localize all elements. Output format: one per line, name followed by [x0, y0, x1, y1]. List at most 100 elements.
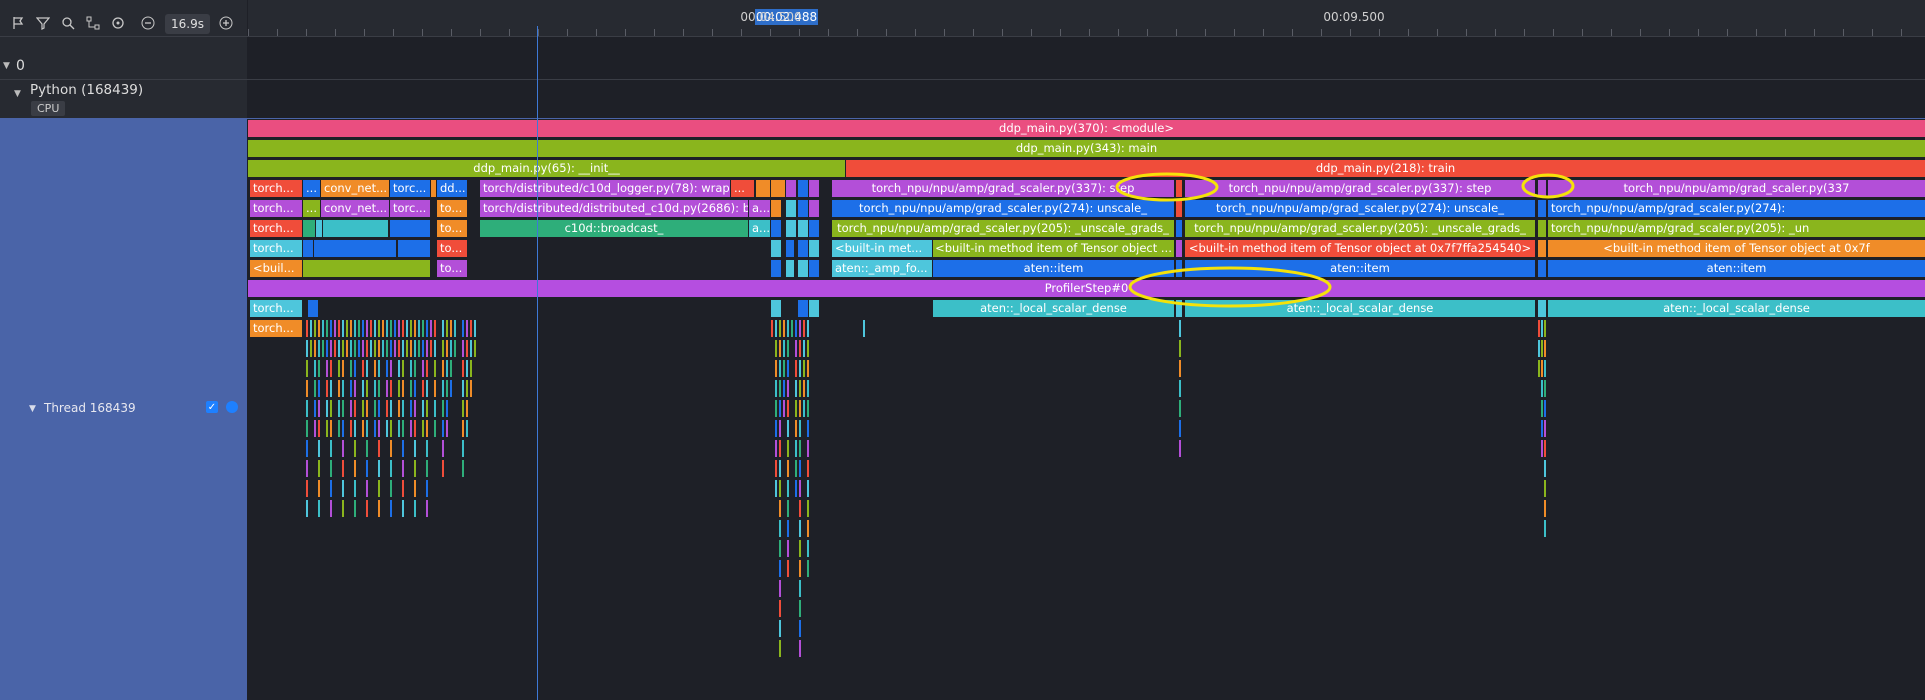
flame-bar-init[interactable]: ddp_main.py(65): __init__ [248, 160, 845, 177]
process-row[interactable]: ▼ Python (168439) CPU [0, 80, 247, 120]
flame-bar[interactable]: aten::_local_scalar_dense [1185, 300, 1535, 317]
flame-bar[interactable]: torc... [390, 200, 430, 217]
flame-bar[interactable] [798, 180, 808, 197]
flame-bar[interactable] [771, 300, 781, 317]
flow-icon[interactable] [83, 12, 103, 34]
flame-bar[interactable] [771, 220, 781, 237]
flame-bar[interactable] [1176, 220, 1182, 237]
flame-bar[interactable]: torch... [250, 320, 302, 337]
flame-bar[interactable] [786, 240, 794, 257]
flame-bar[interactable] [809, 220, 819, 237]
flame-bar[interactable] [308, 300, 318, 317]
flame-graph[interactable]: ddp_main.py(370): <module> ddp_main.py(34… [248, 119, 1925, 700]
flame-bar[interactable] [809, 200, 819, 217]
flame-bar[interactable]: to... [437, 260, 467, 277]
collapse-icon[interactable]: ▼ [14, 89, 21, 99]
flame-bar[interactable] [1176, 260, 1182, 277]
flame-bar[interactable]: <built-in method item of Tensor object a… [1185, 240, 1535, 257]
flame-bar[interactable]: torch_npu/npu/amp/grad_scaler.py(205): _… [1185, 220, 1535, 237]
flame-bar[interactable]: torc... [390, 180, 430, 197]
flame-bar[interactable]: torch/distributed/c10d_logger.py(78): wr… [480, 180, 730, 197]
flame-bar[interactable]: torch_npu/npu/amp/grad_scaler.py(337): s… [832, 180, 1174, 197]
flame-bar[interactable] [798, 220, 808, 237]
thread-row[interactable]: ▼ Thread 168439 ✓ [0, 119, 247, 700]
flame-bar[interactable] [1538, 240, 1546, 257]
flame-bar[interactable]: torch_npu/npu/amp/grad_scaler.py(274): u… [832, 200, 1174, 217]
flame-bar[interactable]: dd... [437, 180, 467, 197]
flame-bar[interactable] [1538, 300, 1546, 317]
flame-bar[interactable]: c10d::broadcast_ [480, 220, 748, 237]
flame-bar[interactable]: torch_npu/npu/amp/grad_scaler.py(337 [1548, 180, 1925, 197]
flame-bar[interactable] [771, 180, 785, 197]
thread-checkbox[interactable]: ✓ [206, 401, 218, 413]
flame-bar[interactable] [1176, 300, 1182, 317]
flame-bar[interactable] [398, 240, 430, 257]
flame-bar-module[interactable]: ddp_main.py(370): <module> [248, 120, 1925, 137]
zoom-in-icon[interactable] [216, 12, 236, 34]
flame-bar[interactable] [786, 200, 796, 217]
flame-bar[interactable]: conv_net... [321, 180, 389, 197]
flame-bar[interactable] [798, 240, 808, 257]
flame-bar[interactable]: ... [731, 180, 754, 197]
flame-bar[interactable]: aten::item [1548, 260, 1925, 277]
flame-bar-profiler-step[interactable]: ProfilerStep#0 [248, 280, 1925, 297]
flame-bar[interactable]: <buil... [250, 260, 302, 277]
flame-bar[interactable] [756, 180, 770, 197]
flame-bar[interactable]: torch_npu/npu/amp/grad_scaler.py(205): _… [832, 220, 1174, 237]
flame-bar[interactable] [314, 240, 396, 257]
flame-bar[interactable]: <built-in met... [832, 240, 932, 257]
flame-bar[interactable] [786, 220, 796, 237]
search-icon[interactable] [58, 12, 78, 34]
flame-bar[interactable] [786, 260, 794, 277]
flame-bar[interactable]: torch... [250, 180, 302, 197]
flame-bar[interactable]: to... [437, 240, 467, 257]
flame-bar[interactable] [1538, 180, 1546, 197]
flame-bar[interactable] [798, 300, 808, 317]
flame-bar[interactable] [1176, 240, 1182, 257]
flame-bar[interactable] [771, 240, 781, 257]
flame-bar[interactable]: aten::_amp_fo... [832, 260, 932, 277]
flame-bar[interactable] [303, 240, 313, 257]
reset-icon[interactable] [108, 12, 128, 34]
flame-bar[interactable]: to... [437, 200, 467, 217]
flame-bar[interactable] [303, 220, 315, 237]
flame-bar[interactable]: torch/distributed/distributed_c10d.py(26… [480, 200, 748, 217]
lane-0-row[interactable]: ▼ 0 [0, 56, 247, 78]
flame-bar[interactable] [786, 180, 796, 197]
flame-bar[interactable] [303, 260, 430, 277]
collapse-icon[interactable]: ▼ [3, 61, 10, 71]
flame-bar[interactable] [809, 260, 819, 277]
flame-bar[interactable] [798, 260, 808, 277]
flame-bar[interactable] [809, 180, 819, 197]
flame-bar[interactable]: torch... [250, 200, 302, 217]
flame-bar[interactable] [390, 220, 430, 237]
zoom-value[interactable]: 16.9s [165, 14, 210, 34]
flame-bar[interactable] [1538, 260, 1546, 277]
flame-bar[interactable]: a... [749, 220, 770, 237]
flame-bar[interactable]: conv_net... [321, 200, 389, 217]
flame-bar[interactable]: ... [303, 180, 320, 197]
flame-bar[interactable]: aten::_local_scalar_dense [1548, 300, 1925, 317]
flame-bar[interactable]: torch_npu/npu/amp/grad_scaler.py(274): [1548, 200, 1925, 217]
flame-bar[interactable]: <built-in method item of Tensor object .… [933, 240, 1174, 257]
flame-bar[interactable] [1176, 180, 1182, 197]
pin-icon[interactable] [226, 401, 238, 413]
flame-bar[interactable]: torch... [250, 300, 302, 317]
flame-bar[interactable] [1538, 220, 1546, 237]
flag-icon[interactable] [8, 12, 28, 34]
flame-bar[interactable]: torch_npu/npu/amp/grad_scaler.py(337): s… [1185, 180, 1535, 197]
flame-bar[interactable] [316, 220, 322, 237]
flame-bar[interactable]: torch... [250, 220, 302, 237]
flame-bar[interactable] [771, 200, 781, 217]
flame-bar[interactable] [809, 300, 819, 317]
flame-bar[interactable]: ... [303, 200, 320, 217]
flame-bar[interactable]: a... [749, 200, 770, 217]
flame-bar[interactable]: torch... [250, 240, 302, 257]
time-ruler[interactable]: 00:02.488 00:04.500 00:09.500 [248, 0, 1925, 36]
flame-bar[interactable] [1176, 200, 1182, 217]
flame-bar[interactable] [431, 180, 436, 197]
flame-bar[interactable] [323, 220, 388, 237]
flame-bar[interactable]: aten::item [933, 260, 1174, 277]
zoom-out-icon[interactable] [138, 12, 158, 34]
flame-bar[interactable]: torch_npu/npu/amp/grad_scaler.py(205): _… [1548, 220, 1925, 237]
